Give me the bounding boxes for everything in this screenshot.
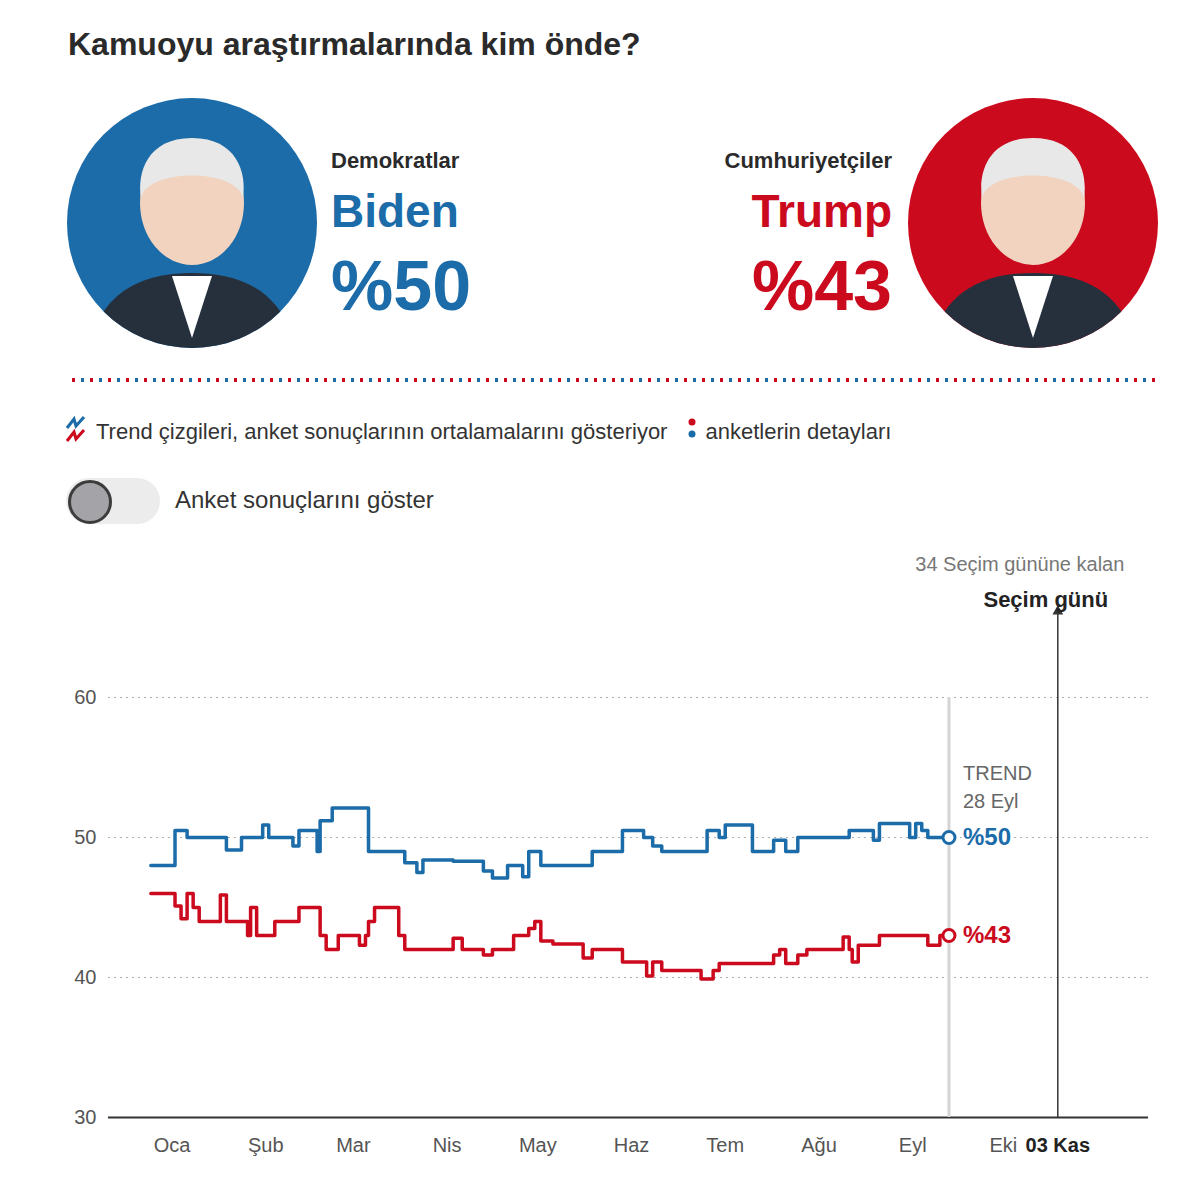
html-text:%43: %43	[751, 247, 892, 325]
svg-text:03 Kas: 03 Kas	[1026, 1134, 1091, 1156]
html-text:Demokratlar: Demokratlar	[331, 148, 460, 173]
svg-text:Tem: Tem	[706, 1134, 744, 1156]
html-text:Kamuoyu araştırmalarında kim ö: Kamuoyu araştırmalarında kim önde?	[68, 26, 641, 62]
svg-text:Oca: Oca	[154, 1134, 192, 1156]
svg-text:Haz: Haz	[614, 1134, 650, 1156]
svg-text:Eki: Eki	[989, 1134, 1017, 1156]
svg-text:Seçim günü: Seçim günü	[983, 587, 1108, 612]
svg-text:30: 30	[74, 1106, 96, 1128]
html-text:Biden: Biden	[331, 185, 459, 237]
svg-text:Şub: Şub	[248, 1134, 284, 1156]
html-text:%50: %50	[331, 247, 472, 325]
svg-text:%43: %43	[963, 921, 1011, 948]
html-text:Trend çizgileri, anket sonuçla: Trend çizgileri, anket sonuçlarının orta…	[96, 419, 668, 444]
svg-text:TREND: TREND	[963, 762, 1032, 784]
svg-text:Nis: Nis	[433, 1134, 462, 1156]
svg-text:Ağu: Ağu	[801, 1134, 837, 1156]
svg-text:Mar: Mar	[336, 1134, 371, 1156]
html-text:Anket sonuçlarını göster: Anket sonuçlarını göster	[175, 486, 434, 513]
svg-text:34 Seçim gününe kalan: 34 Seçim gününe kalan	[915, 553, 1124, 575]
html-text:anketlerin detayları: anketlerin detayları	[705, 419, 892, 444]
html-text:Cumhuriyetçiler: Cumhuriyetçiler	[724, 148, 892, 173]
svg-text:50: 50	[74, 826, 96, 848]
svg-text:May: May	[519, 1134, 557, 1156]
svg-text:%50: %50	[963, 823, 1011, 850]
svg-text:40: 40	[74, 966, 96, 988]
svg-text:Eyl: Eyl	[899, 1134, 927, 1156]
svg-text:60: 60	[74, 686, 96, 708]
html-text:Trump: Trump	[751, 185, 892, 237]
svg-text:28 Eyl: 28 Eyl	[963, 790, 1019, 812]
